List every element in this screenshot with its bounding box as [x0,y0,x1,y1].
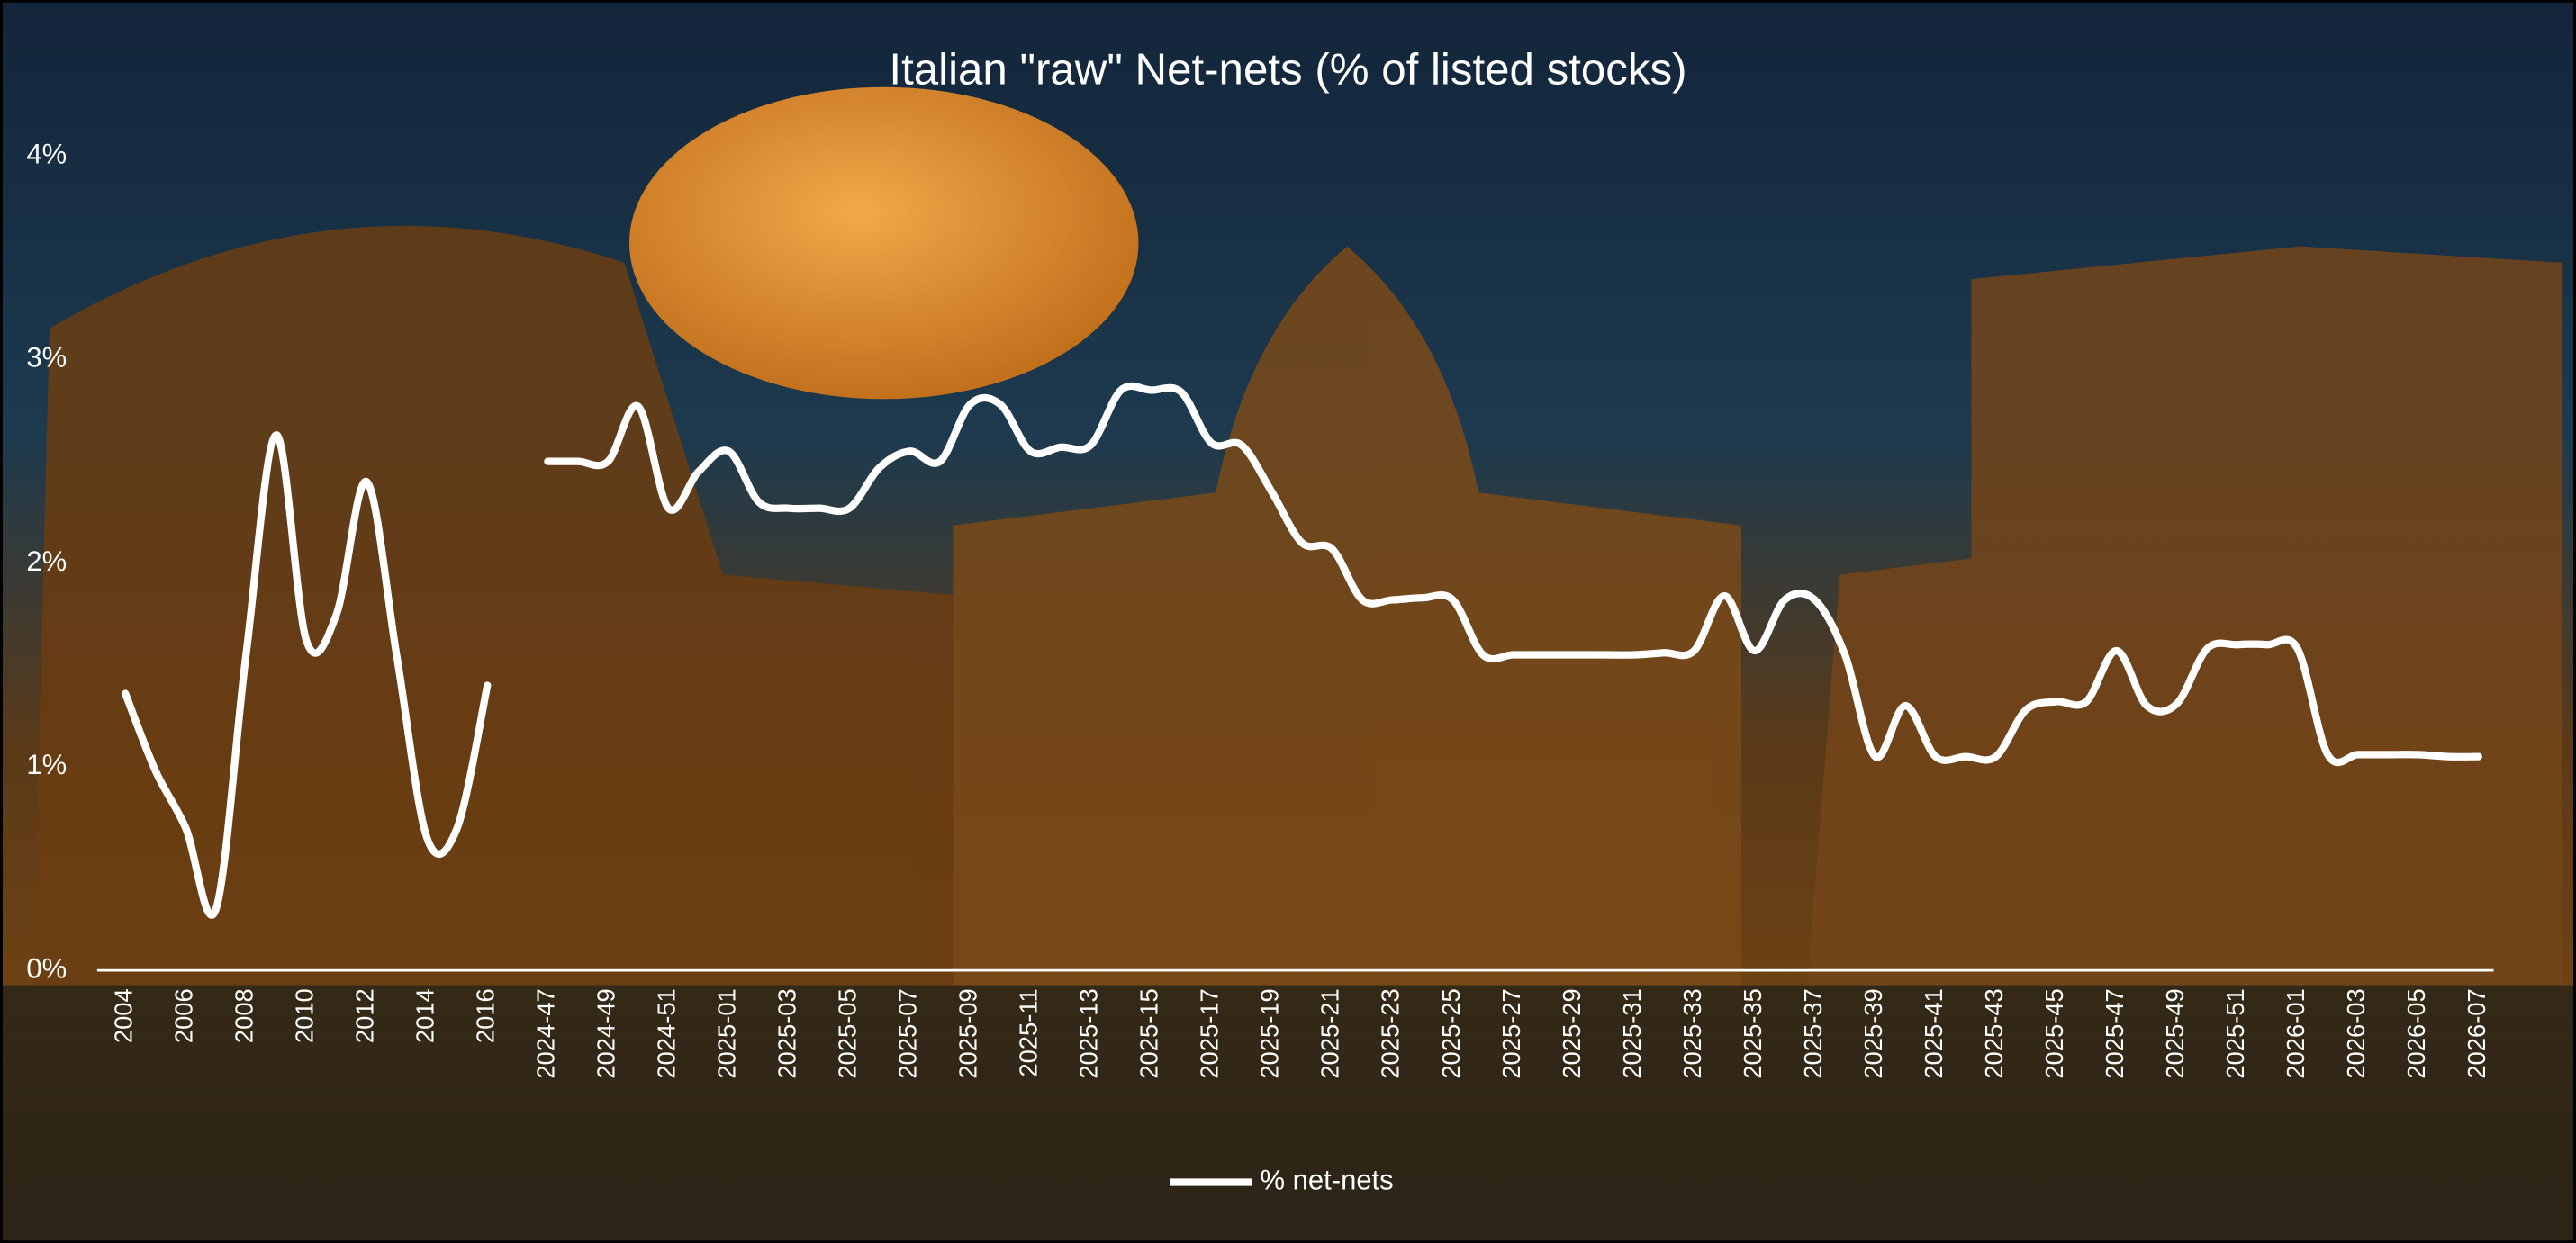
x-tick-label: 2025-49 [2161,988,2189,1078]
x-tick-label: 2026-05 [2402,988,2430,1078]
x-tick-label: 2025-43 [1980,988,2008,1078]
moon [628,86,1139,400]
x-tick-label: 2025-09 [954,988,982,1078]
y-tick-label: 1% [26,749,67,780]
x-tick-label: 2025-35 [1739,988,1767,1078]
x-tick-label: 2025-47 [2101,988,2129,1078]
x-tick-label: 2025-03 [773,988,801,1078]
x-tick-label: 2004 [109,988,137,1043]
x-tick-label: 2026-03 [2342,988,2370,1078]
y-tick-label: 3% [26,342,67,374]
x-tick-label: 2026-07 [2463,988,2490,1078]
x-tick-label: 2025-41 [1920,988,1948,1078]
y-tick-label: 4% [26,138,67,169]
x-tick-label: 2025-07 [894,988,922,1078]
scenery [0,225,2576,1243]
x-tick-label: 2014 [411,988,439,1043]
x-tick-label: 2025-19 [1256,988,1284,1078]
x-tick-label: 2025-17 [1196,988,1224,1078]
x-tick-label: 2025-51 [2221,988,2249,1078]
x-tick-label: 2026-01 [2282,988,2309,1078]
x-tick-label: 2025-01 [713,988,741,1078]
x-tick-label: 2025-13 [1075,988,1103,1078]
x-tick-label: 2024-47 [532,988,560,1078]
x-tick-label: 2025-29 [1558,988,1586,1078]
x-tick-label: 2025-11 [1015,988,1043,1076]
x-tick-label: 2025-45 [2040,988,2068,1078]
x-tick-label: 2024-49 [592,988,620,1078]
x-tick-label: 2025-05 [834,988,862,1078]
x-tick-label: 2025-27 [1497,988,1525,1078]
y-tick-label: 2% [26,545,67,577]
legend-label: % net-nets [1260,1165,1393,1196]
x-tick-label: 2025-25 [1437,988,1465,1078]
x-tick-label: 2025-21 [1316,988,1344,1078]
x-tick-label: 2025-33 [1678,988,1706,1078]
y-tick-label: 0% [26,952,67,984]
x-tick-label: 2006 [169,988,197,1043]
x-tick-label: 2016 [472,988,500,1043]
data-line [122,382,2482,919]
x-tick-label: 2025-23 [1377,988,1405,1078]
x-tick-label: 2012 [351,988,379,1043]
x-tick-label: 2025-39 [1859,988,1887,1078]
x-tick-label: 2025-15 [1135,988,1163,1078]
x-tick-label: 2008 [230,988,258,1043]
x-tick-label: 2010 [291,988,319,1043]
x-tick-label: 2025-31 [1618,988,1646,1078]
x-tick-label: 2024-51 [653,988,681,1078]
chart-title: Italian "raw" Net-nets (% of listed stoc… [889,44,1686,94]
x-tick-label: 2025-37 [1799,988,1827,1078]
